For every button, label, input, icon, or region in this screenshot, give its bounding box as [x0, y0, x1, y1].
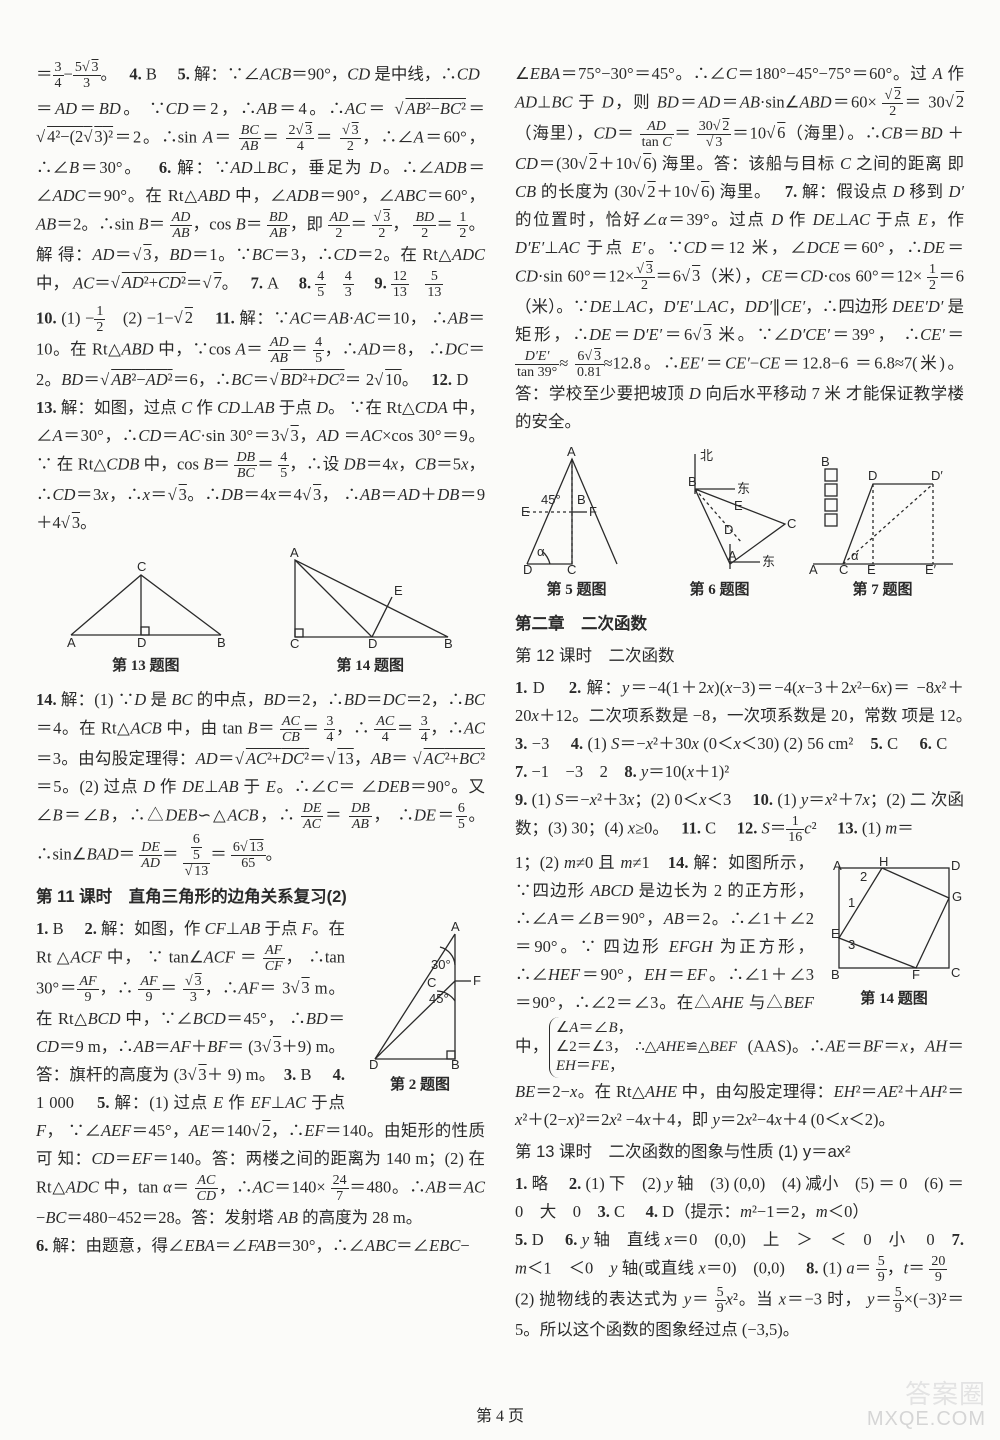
- svg-text:A: A: [67, 635, 76, 650]
- svg-text:45°: 45°: [541, 492, 561, 507]
- q4-answer: B: [146, 64, 157, 83]
- svg-text:东: 东: [762, 554, 775, 569]
- watermark-cn: 答案圈: [905, 1379, 986, 1409]
- q7-answer: A: [267, 273, 278, 292]
- watermark: 答案圈 MXQE.COM: [867, 1383, 986, 1430]
- l11-diag2-caption: 第 2 题图: [390, 1077, 450, 1093]
- l12-q5: C: [887, 734, 898, 753]
- svg-text:2: 2: [860, 869, 867, 884]
- svg-text:D: D: [523, 562, 532, 574]
- svg-text:45°: 45°: [429, 991, 449, 1006]
- svg-text:A: A: [728, 548, 737, 563]
- q10-11-body: 10. (1) −12 (2) −1−2 11. 解：∵AC＝AB·AC＝10，…: [36, 304, 485, 537]
- q12-answer: D: [456, 370, 468, 389]
- l11-diagram-2: 30° 45° A C F D B 第 2 题图: [355, 919, 485, 1099]
- l12-q1: D: [533, 678, 545, 697]
- svg-text:E′: E′: [925, 562, 937, 574]
- diag7-caption: 第 7 题图: [852, 582, 912, 598]
- svg-text:B: B: [217, 635, 226, 650]
- svg-text:E: E: [867, 562, 876, 574]
- svg-text:B: B: [444, 636, 453, 650]
- l13-q1: 略: [532, 1174, 549, 1193]
- svg-text:C: C: [290, 636, 299, 650]
- l12-q11: C: [705, 818, 716, 837]
- svg-text:C: C: [567, 562, 576, 574]
- svg-text:C: C: [951, 965, 960, 980]
- l12-q3: −3: [532, 734, 550, 753]
- l12-q6: C: [936, 734, 947, 753]
- lesson11-title: 第 11 课时 直角三角形的边角关系复习(2): [36, 883, 485, 911]
- svg-text:D: D: [724, 522, 733, 537]
- page-two-column: ＝34−533。 4. B 5. 解：∵∠ACB＝90°，CD 是中线，∴CD …: [0, 0, 1000, 1410]
- left-diagrams-13-14: A C B D 第 13 题图 A C D B E: [36, 545, 485, 680]
- l11-q3: B: [301, 1065, 312, 1084]
- svg-text:B: B: [821, 454, 830, 469]
- svg-text:G: G: [952, 889, 962, 904]
- svg-text:C: C: [137, 559, 146, 574]
- diag14-caption: 第 14 题图: [336, 658, 404, 674]
- l13-body: 1. 略 2. (1) 下 (2) y 轴 (3) (0,0) (4) 减小 (…: [515, 1170, 964, 1344]
- svg-text:30°: 30°: [431, 957, 451, 972]
- svg-text:D′: D′: [931, 468, 943, 483]
- l12-body-1: 1. D 2. 解：y＝−4(1＋2x)(x−3)＝−4(x−3＋2x²−6x)…: [515, 674, 964, 845]
- svg-text:E: E: [734, 498, 743, 513]
- right-diagrams-5-6-7: α A B E F 45° D C 第 5 题图 北 东: [515, 444, 964, 604]
- intro-fragment: ＝34−533。 4. B 5. 解：∵∠ACB＝90°，CD 是中线，∴CD: [36, 60, 485, 91]
- q14-body: 14. 解：(1) ∵D 是 BC 的中点，BD＝2，∴BD＝DC＝2，∴BC …: [36, 686, 485, 879]
- svg-text:E: E: [831, 926, 840, 941]
- svg-text:北: 北: [700, 448, 713, 463]
- diagram-5: α A B E F 45° D C 第 5 题图: [517, 444, 637, 604]
- diagram-6: 北 东 东 B C A D E 第 6 题图: [640, 444, 800, 604]
- svg-text:C: C: [787, 516, 796, 531]
- svg-text:A: A: [833, 858, 842, 873]
- diag5-caption: 第 5 题图: [546, 582, 606, 598]
- l13-q3: C: [614, 1202, 625, 1221]
- svg-text:3: 3: [848, 937, 855, 952]
- svg-text:D: D: [868, 468, 877, 483]
- svg-text:B: B: [451, 1057, 460, 1069]
- diagram-13: A C B D 第 13 题图: [61, 555, 231, 680]
- l12-diagram-14: A H D G C F B E 2 1 3 第 14 题图: [824, 853, 964, 1013]
- q6-cont: ∠EBA＝75°−30°＝45°。∴∠C＝180°−45°−75°＝60°。过 …: [515, 60, 964, 436]
- l13-q5: D: [532, 1230, 544, 1249]
- svg-text:F: F: [589, 504, 597, 519]
- svg-text:C: C: [839, 562, 848, 574]
- svg-text:B: B: [688, 474, 697, 489]
- svg-text:C: C: [427, 975, 436, 990]
- svg-text:D: D: [369, 1057, 378, 1069]
- svg-text:B: B: [831, 967, 840, 982]
- svg-text:F: F: [473, 973, 481, 988]
- svg-text:B: B: [577, 492, 586, 507]
- right-column: ∠EBA＝75°−30°＝45°。∴∠C＝180°−45°−75°＝60°。过 …: [515, 60, 964, 1376]
- diag13-caption: 第 13 题图: [112, 658, 180, 674]
- page-number: 第 4 页: [0, 1402, 1000, 1426]
- svg-text:H: H: [879, 854, 888, 869]
- svg-text:东: 东: [737, 481, 750, 496]
- svg-text:E: E: [394, 583, 403, 598]
- svg-text:E: E: [521, 504, 530, 519]
- svg-text:α: α: [851, 548, 859, 563]
- q5-body: ＝AD＝BD。 ∵CD＝2，∴AB＝4。∴AC＝ AB²−BC²＝ 4²−(23…: [36, 95, 485, 300]
- chapter-2-title: 第二章 二次函数: [515, 610, 964, 638]
- svg-text:α: α: [537, 544, 545, 559]
- left-column: ＝34−533。 4. B 5. 解：∵∠ACB＝90°，CD 是中线，∴CD …: [36, 60, 485, 1376]
- diagram-14: A C D B E 第 14 题图: [280, 545, 460, 680]
- svg-text:D: D: [951, 858, 960, 873]
- svg-text:D: D: [137, 635, 146, 650]
- svg-text:A: A: [290, 545, 299, 560]
- svg-text:A: A: [809, 562, 818, 574]
- svg-text:A: A: [567, 444, 576, 459]
- l12-diag14-caption: 第 14 题图: [860, 991, 928, 1007]
- svg-text:1: 1: [848, 895, 855, 910]
- watermark-en: MXQE.COM: [867, 1408, 986, 1430]
- lesson13-title: 第 13 课时 二次函数的图象与性质 (1) y＝ax²: [515, 1138, 964, 1166]
- diag6-caption: 第 6 题图: [689, 582, 749, 598]
- svg-text:A: A: [451, 919, 460, 934]
- l11-q1: B: [53, 919, 64, 938]
- l11-q4: 1 000: [36, 1093, 74, 1112]
- svg-text:F: F: [912, 967, 920, 982]
- diagram-7: B D D′ A C E E′ α 第 7 题图: [803, 444, 963, 604]
- svg-text:D: D: [368, 636, 377, 650]
- lesson12-title: 第 12 课时 二次函数: [515, 642, 964, 670]
